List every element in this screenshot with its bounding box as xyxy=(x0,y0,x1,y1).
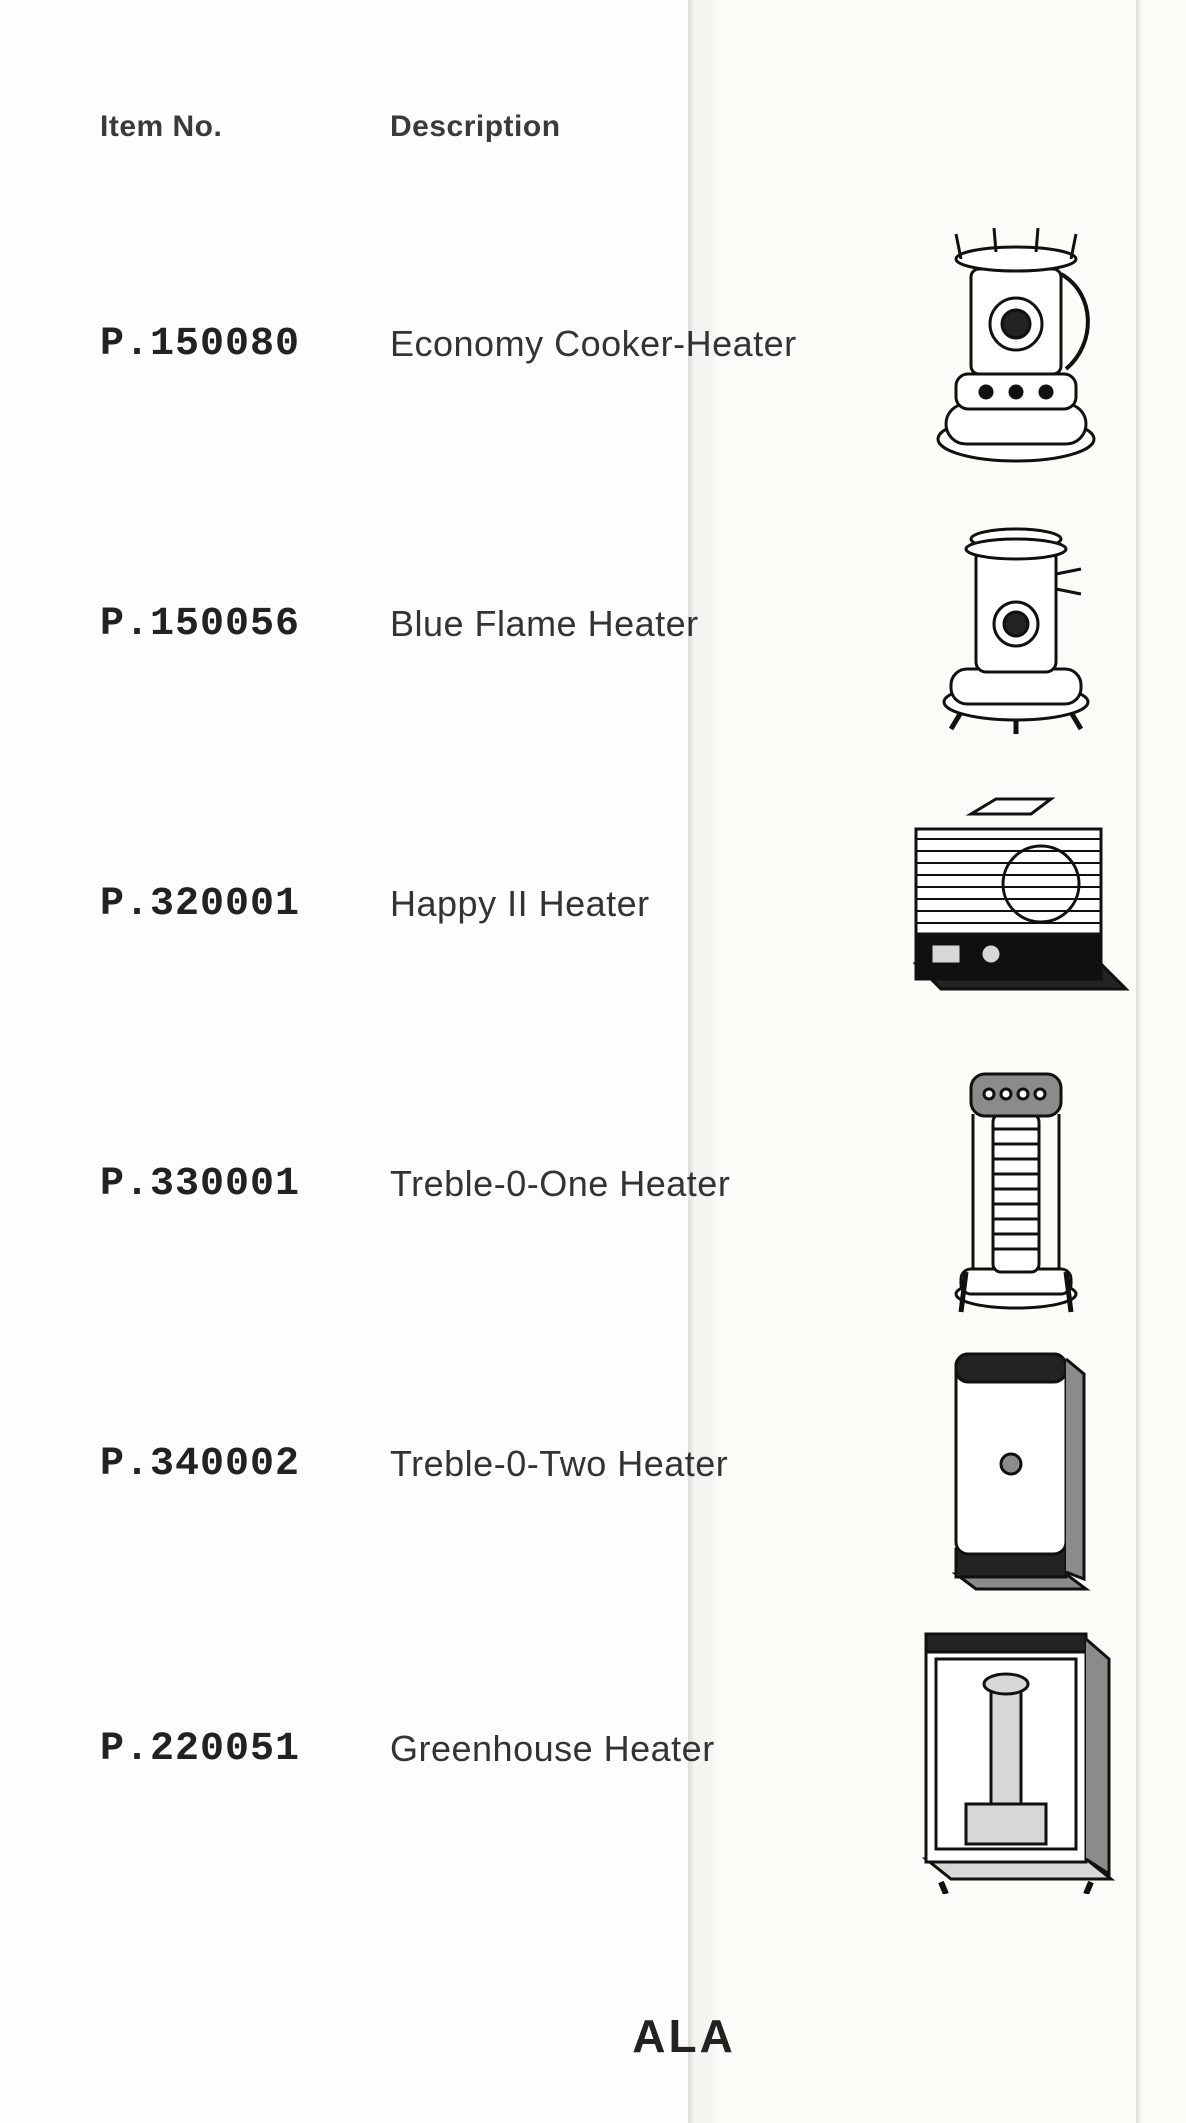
item-description: Greenhouse Heater xyxy=(370,1728,846,1770)
product-row: P.220051 Greenhouse Heater xyxy=(100,1604,1146,1894)
header-description: Description xyxy=(370,110,846,144)
item-number: P.330001 xyxy=(100,1162,330,1207)
column-headers: Item No. Description xyxy=(100,110,1146,144)
product-row: P.320001 Happy II Heater xyxy=(100,764,1146,1044)
item-description: Treble-0-Two Heater xyxy=(370,1443,846,1485)
product-row: P.150056 Blue Flame Heater xyxy=(100,484,1146,764)
item-number: P.220051 xyxy=(100,1727,330,1772)
item-number: P.340002 xyxy=(100,1442,330,1487)
stove-round-pot-top-icon xyxy=(916,214,1116,474)
item-number: P.150080 xyxy=(100,322,330,367)
heater-tower-coil-icon xyxy=(931,1044,1101,1324)
item-illustration xyxy=(886,1604,1146,1894)
header-item-no: Item No. xyxy=(100,110,330,144)
product-row: P.330001 Treble-0-One Heater xyxy=(100,1044,1146,1324)
item-illustration xyxy=(886,789,1146,1019)
footer-mark: ALA xyxy=(632,2009,736,2063)
item-description: Economy Cooker-Heater xyxy=(370,323,846,365)
heater-greenhouse-icon xyxy=(911,1604,1121,1894)
item-description: Blue Flame Heater xyxy=(370,603,846,645)
item-description: Happy II Heater xyxy=(370,883,846,925)
item-illustration xyxy=(886,494,1146,754)
item-number: P.320001 xyxy=(100,882,330,927)
item-description: Treble-0-One Heater xyxy=(370,1163,846,1205)
product-row: P.150080 Economy Cooker-Heater xyxy=(100,204,1146,484)
heater-cabinet-tall-icon xyxy=(936,1324,1096,1604)
item-illustration xyxy=(886,214,1146,474)
product-rows: P.150080 Economy Cooker-Heater xyxy=(100,204,1146,1894)
heater-box-grille-icon xyxy=(901,789,1131,1019)
catalog-page: Item No. Description P.150080 Economy Co… xyxy=(0,0,1186,2123)
item-illustration xyxy=(886,1324,1146,1604)
item-illustration xyxy=(886,1044,1146,1324)
item-number: P.150056 xyxy=(100,602,330,647)
stove-cylinder-legs-icon xyxy=(921,494,1111,754)
product-row: P.340002 Treble-0-Two Heater xyxy=(100,1324,1146,1604)
